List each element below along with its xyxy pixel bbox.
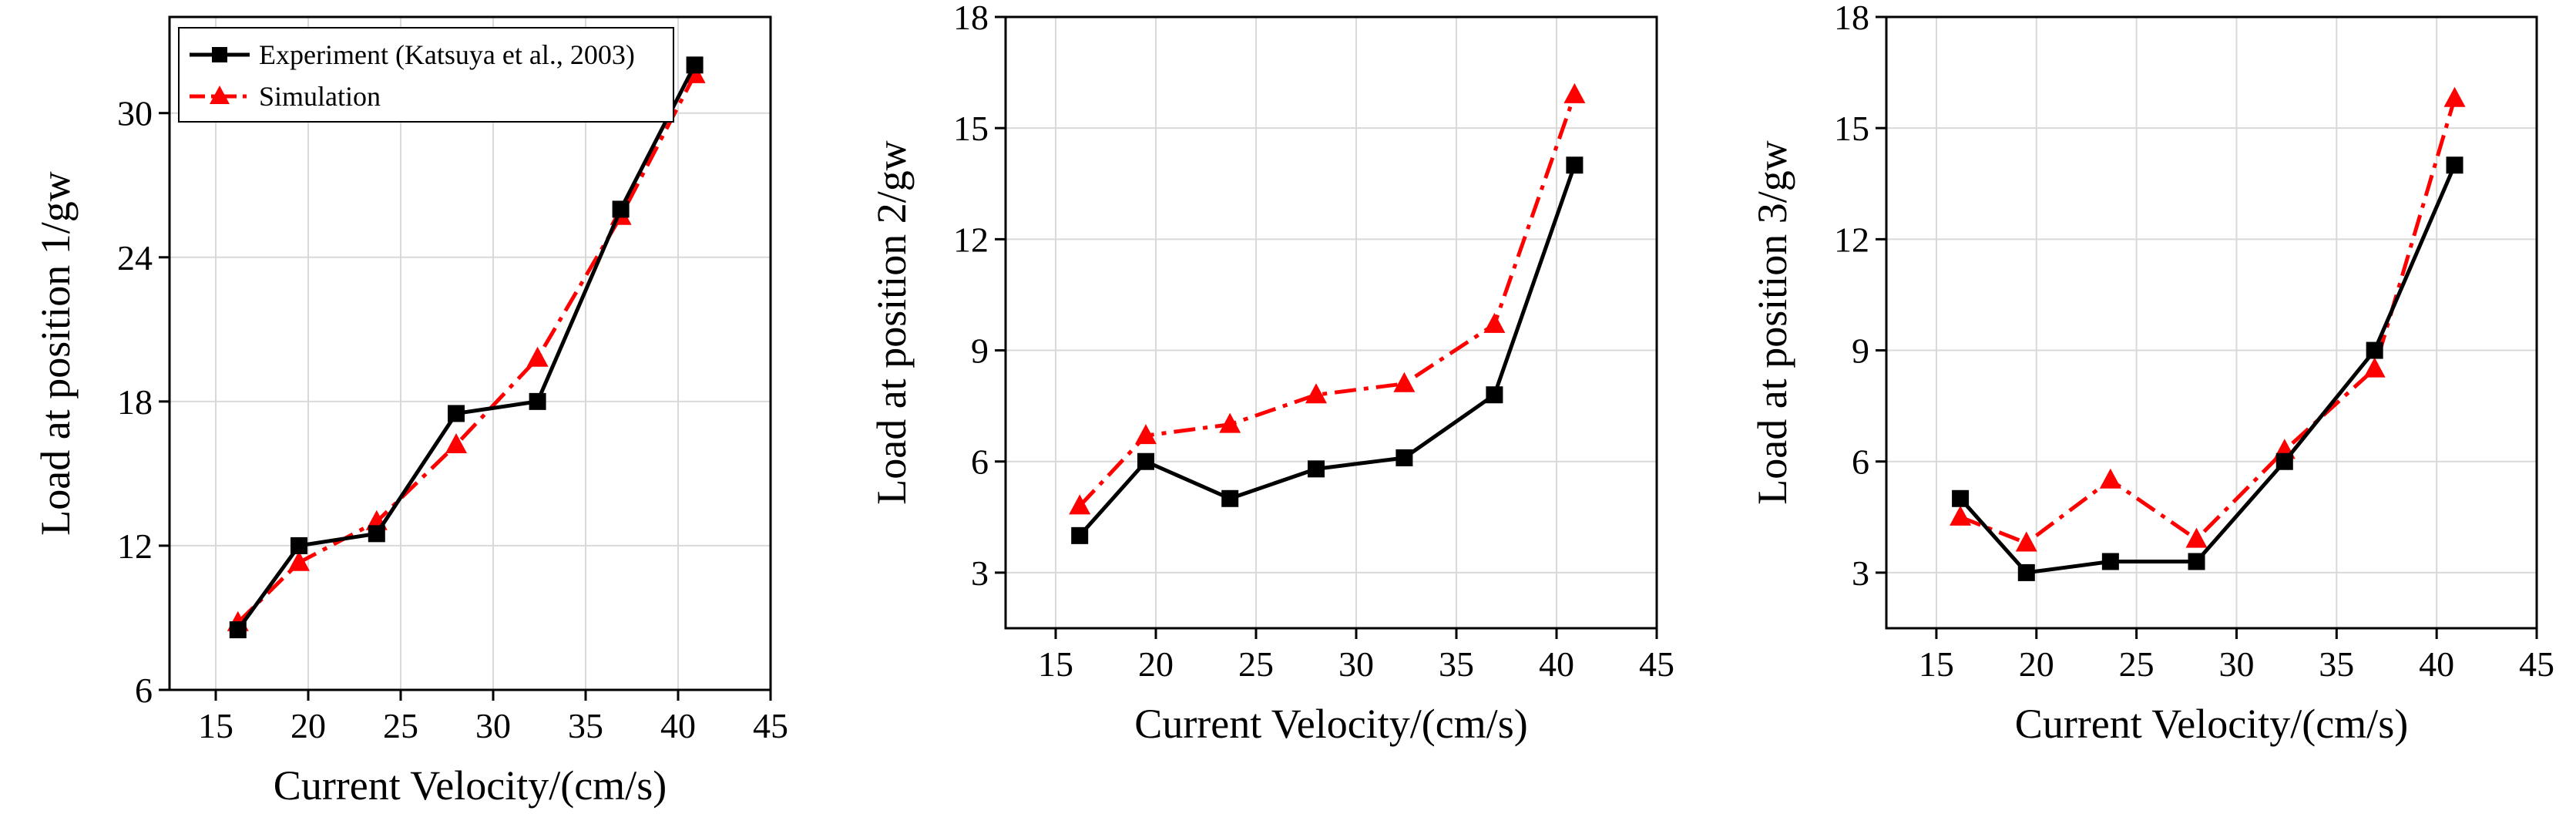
- experiment-point: [1071, 526, 1089, 544]
- chart-3: 15 20 25 30 35 40 45 3 6 9 12 15 18 Current Velocity/…: [1749, 0, 2554, 747]
- x-tick-label: 20: [1138, 644, 1174, 684]
- y-tick-label: 18: [1834, 0, 1869, 37]
- y-tick-label: 6: [971, 442, 989, 482]
- simulation-point: [288, 550, 310, 571]
- experiment-point: [612, 200, 630, 218]
- legend-label: Experiment (Katsuya et al., 2003): [259, 39, 635, 70]
- y-tick-label: 6: [135, 671, 153, 710]
- plot-frame: [1885, 15, 2538, 630]
- x-tick-label: 45: [1639, 644, 1674, 684]
- x-tick-label: 40: [1539, 644, 1574, 684]
- legend-box: [178, 27, 674, 123]
- plot-frame: [1004, 15, 1658, 630]
- experiment-point: [448, 405, 465, 422]
- simulation-point: [2185, 527, 2208, 548]
- simulation-line: [1078, 94, 1577, 508]
- y-tick-label: 9: [971, 331, 989, 371]
- simulation-point: [1305, 383, 1327, 404]
- experiment-point: [686, 56, 704, 74]
- y-axis-title: Load at position 2/gw: [868, 140, 915, 504]
- experiment-point: [529, 392, 546, 410]
- legend-triangle-marker: [210, 86, 230, 104]
- chart-1: 15 20 25 30 35 40 45 6 12 18 24 30 Current Velocity/…: [32, 15, 788, 809]
- y-tick-label: 12: [1834, 220, 1869, 259]
- simulation-point: [1483, 312, 1506, 333]
- experiment-point: [229, 621, 247, 639]
- chart-2: 15 20 25 30 35 40 45 3 6 9 12 15 18 Current Velocity/…: [868, 0, 1674, 747]
- experiment-point: [2446, 156, 2463, 174]
- x-tick-label: 30: [1338, 644, 1374, 684]
- x-tick-label: 45: [2519, 644, 2554, 684]
- x-tick-label: 35: [568, 706, 603, 745]
- y-tick-label: 24: [117, 238, 153, 277]
- experiment-point: [2101, 553, 2119, 570]
- x-tick-label: 20: [291, 706, 326, 745]
- experiment-point: [291, 536, 307, 554]
- plot-frame: [168, 15, 772, 691]
- simulation-point: [1950, 505, 1972, 526]
- y-tick-label: 18: [117, 382, 153, 422]
- experiment-point: [1308, 460, 1325, 478]
- x-tick-label: 40: [660, 706, 696, 745]
- x-tick-label: 25: [1238, 644, 1274, 684]
- x-tick-label: 45: [753, 706, 788, 745]
- y-tick-label: 9: [1852, 331, 1869, 371]
- experiment-point: [2275, 452, 2293, 470]
- x-tick-label: 15: [198, 706, 233, 745]
- y-tick-label: 12: [117, 526, 153, 566]
- y-tick-label: 15: [1834, 109, 1869, 148]
- simulation-point: [1393, 372, 1416, 392]
- experiment-point: [2017, 563, 2035, 581]
- simulation-point: [445, 432, 467, 453]
- y-tick-label: 6: [1852, 442, 1869, 482]
- simulation-point: [1069, 494, 1091, 515]
- x-axis-title: Current Velocity/(cm/s): [1134, 701, 1527, 747]
- y-tick-label: 30: [117, 94, 153, 133]
- simulation-point: [2363, 357, 2386, 378]
- experiment-point: [1395, 449, 1413, 466]
- simulation-point: [1135, 424, 1157, 445]
- x-tick-label: 30: [2218, 644, 2254, 684]
- experiment-point: [1137, 452, 1154, 470]
- y-tick-label: 3: [1852, 553, 1869, 593]
- experiment-point: [1221, 489, 1239, 507]
- simulation-point: [2099, 468, 2121, 489]
- simulation-point: [2443, 86, 2466, 107]
- experiment-point: [368, 525, 385, 543]
- experiment-point: [1566, 156, 1584, 174]
- x-tick-label: 35: [1439, 644, 1474, 684]
- x-tick-label: 15: [1038, 644, 1073, 684]
- y-tick-label: 15: [953, 109, 989, 148]
- y-axis-title: Load at position 1/gw: [32, 171, 79, 535]
- x-tick-label: 25: [2119, 644, 2155, 684]
- experiment-point: [2188, 553, 2205, 570]
- y-axis-title: Load at position 3/gw: [1749, 140, 1795, 504]
- legend-label: Simulation: [259, 81, 381, 112]
- experiment-point: [2366, 341, 2383, 359]
- legend: Experiment (Katsuya et al., 2003) Simulat…: [178, 27, 674, 123]
- x-tick-label: 20: [2019, 644, 2054, 684]
- experiment-point: [1486, 386, 1503, 404]
- y-tick-label: 12: [953, 220, 989, 259]
- x-tick-label: 40: [2419, 644, 2454, 684]
- simulation-point: [1563, 82, 1586, 103]
- simulation-point: [1219, 412, 1241, 433]
- y-tick-label: 18: [953, 0, 989, 37]
- x-tick-label: 15: [1919, 644, 1954, 684]
- x-axis-title: Current Velocity/(cm/s): [274, 762, 667, 809]
- experiment-point: [1952, 489, 1970, 507]
- x-axis-title: Current Velocity/(cm/s): [2015, 701, 2408, 747]
- x-tick-label: 30: [475, 706, 511, 745]
- x-tick-label: 25: [383, 706, 418, 745]
- simulation-line: [1960, 98, 2457, 546]
- x-tick-label: 35: [2319, 644, 2354, 684]
- simulation-point: [526, 346, 549, 367]
- legend-square-marker: [212, 47, 227, 62]
- simulation-point: [2015, 531, 2037, 552]
- y-tick-label: 3: [971, 553, 989, 593]
